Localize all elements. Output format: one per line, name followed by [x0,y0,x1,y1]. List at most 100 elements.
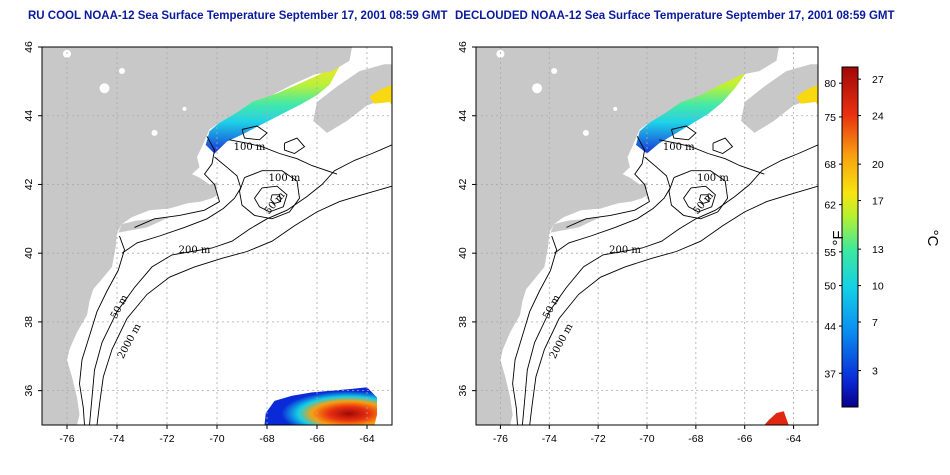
lat-tick-label: 44 [457,110,469,122]
contour-label: 100 m [234,142,266,153]
lake [99,83,110,94]
contour-georges-50m [253,185,288,213]
lake [551,68,558,75]
lat-lon-grid [476,47,818,425]
lake [182,106,187,111]
lake [532,83,543,94]
sst-warm-core [264,387,377,425]
sst-nova-scotia-shelf [796,84,818,106]
lat-tick-label: 36 [457,385,469,397]
contour-georges-bank [239,170,300,220]
colorbar: 27 24 20 17 13 10 7 3 80 75 68 62 55 50 44 37 °F °C [824,66,941,408]
celsius-unit-label: °C [924,230,941,247]
land-long-island [550,217,601,233]
lat-tick-label: 40 [457,247,469,259]
lat-tick-label: 46 [457,41,469,53]
sst-swath-gulf-of-maine [205,62,342,154]
contour-label: 200 m [179,245,211,256]
sst-swath-gulf-of-maine [636,64,748,154]
celsius-tick-label: 13 [872,244,884,256]
celsius-tick-label: 20 [872,159,884,171]
land-mass-north-america [476,47,779,425]
lake [119,68,125,75]
bathymetry-contours [79,125,392,425]
sst-warm-patch [764,411,789,425]
lat-tick-label: 46 [23,41,35,53]
left-panel-title: RU COOL NOAA-12 Sea Surface Temperature … [28,10,448,22]
fahrenheit-tick-label: 75 [824,112,836,124]
contour-label: 100 m [697,173,729,184]
celsius-tick-label: 24 [872,111,884,123]
lat-tick-label: 36 [23,385,35,397]
contour-gulf-basin [241,125,268,141]
contour-nearshore [134,136,221,228]
lat-tick-label: 38 [457,316,469,328]
lon-tick-label: -64 [359,433,374,445]
fahrenheit-unit-label: °F [830,230,847,245]
lon-tick-label: -76 [493,433,508,445]
lake [582,129,589,136]
contour-label: 200 m [609,245,641,256]
contour-100m-gulf [229,139,338,175]
right-panel-title: DECLOUDED NOAA-12 Sea Surface Temperatur… [455,10,895,22]
contour-label: 100 m [663,142,695,153]
contour-georges-inner [699,194,710,204]
bathymetry-contours [512,125,818,425]
lake [613,106,618,111]
celsius-tick-label: 3 [872,366,878,378]
contour-50m [512,235,558,425]
lon-tick-label: -74 [109,433,124,445]
lat-tick-label: 44 [23,110,35,122]
contour-100m [553,156,671,254]
sst-nova-scotia-shelf [369,84,392,106]
colorbar-gradient [841,66,859,408]
celsius-tick-label: 27 [872,74,884,86]
lon-tick-label: -72 [591,433,606,445]
fahrenheit-tick-label: 44 [824,321,836,333]
contour-2000m [96,185,392,425]
contour-100m-gulf [659,139,765,175]
lon-tick-label: -64 [786,433,801,445]
lon-tick-label: -68 [259,433,274,445]
contour-2000m [529,185,818,425]
fahrenheit-tick-label: 80 [824,78,836,90]
lat-tick-label: 38 [23,316,35,328]
lon-tick-label: -66 [309,433,324,445]
lat-tick-label: 42 [23,178,35,190]
contour-gulf-basin [670,125,697,141]
fahrenheit-tick-label: 50 [824,281,836,293]
lake [151,129,158,136]
lon-tick-label: -74 [542,433,557,445]
lon-tick-label: -68 [688,433,703,445]
land-nova-scotia [741,64,818,133]
lat-lon-grid [42,47,392,425]
contour-georges-bank [668,170,729,220]
contour-gulf-basin [712,137,734,155]
contour-nearshore [566,136,650,228]
celsius-tick-label: 10 [872,281,884,293]
contour-georges-inner [270,194,282,204]
fahrenheit-tick-label: 62 [824,200,836,212]
fahrenheit-tick-label: 37 [824,368,836,380]
celsius-tick-label: 17 [872,196,884,208]
contour-gulf-basin [284,137,306,154]
land-long-island [118,217,170,233]
contour-georges-50m [683,185,716,213]
lat-tick-label: 40 [23,247,35,259]
celsius-tick-label: 7 [872,317,878,329]
land-mass-north-america [42,47,352,425]
fahrenheit-tick-label: 55 [824,247,836,259]
contour-50m [79,235,125,425]
lon-tick-label: -76 [59,433,74,445]
lon-tick-label: -70 [639,433,654,445]
lon-tick-label: -70 [209,433,224,445]
lon-tick-label: -66 [737,433,752,445]
contour-label: 100 m [269,173,301,184]
contour-100m [121,156,242,254]
fahrenheit-tick-label: 68 [824,159,836,171]
lat-tick-label: 42 [457,178,469,190]
lon-tick-label: -72 [159,433,174,445]
